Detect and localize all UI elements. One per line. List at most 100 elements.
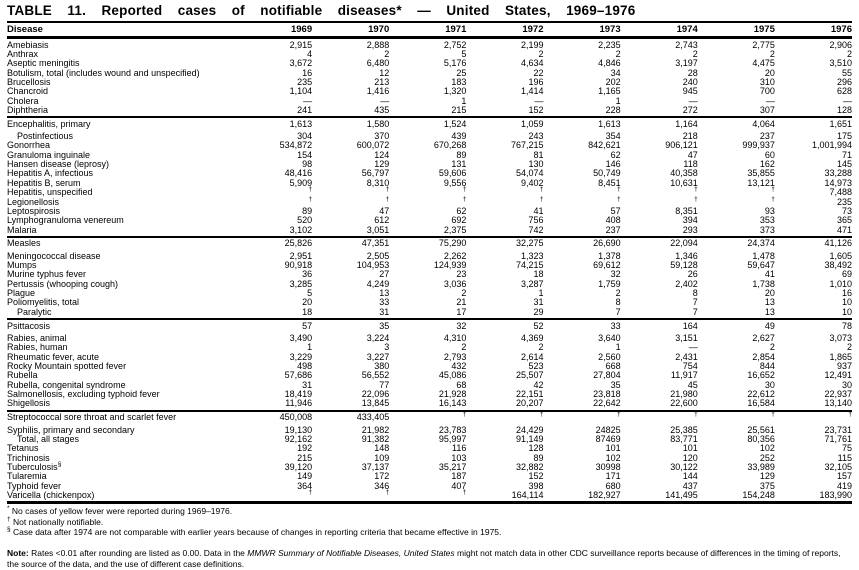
value-cell: 19,130	[284, 424, 313, 435]
value-cell: 2,505	[366, 250, 390, 261]
value-cell: 435	[374, 104, 390, 115]
value-cell: †	[539, 411, 544, 419]
value-cell: 32	[610, 269, 621, 280]
value-cell: †	[771, 195, 775, 203]
disease-name: Poliomyelitis, total	[7, 297, 80, 308]
value-cell: 22,096	[361, 389, 390, 400]
value-cell: 35	[379, 320, 390, 331]
value-cell: 102	[759, 443, 775, 454]
disease-name: Amebiasis	[7, 39, 49, 50]
value-cell: 1,378	[598, 250, 621, 261]
value-cell: 45,086	[438, 370, 467, 381]
value-cell: 353	[759, 215, 775, 226]
disease-name: Typhoid fever	[7, 480, 62, 491]
value-cell: 235	[836, 196, 852, 207]
value-cell: †	[694, 186, 698, 194]
table-row: Hepatitis B, serum 5,909 8,310 9,556 9,402 8,…	[7, 177, 852, 188]
value-cell: 380	[374, 361, 390, 371]
value-cell: 432	[451, 361, 467, 371]
value-cell: 128	[836, 104, 852, 115]
value-cell: 115	[837, 452, 852, 463]
value-cell: 18,419	[284, 389, 313, 400]
table-row: Gonorrhea 534,872 600,072 670,268 767,215 842…	[7, 140, 852, 151]
value-cell: 2,888	[366, 39, 390, 50]
value-cell: 104,953	[356, 260, 390, 271]
note-text: Rates <0.01 after rounding are listed as…	[31, 547, 248, 558]
value-cell: 145	[836, 159, 852, 170]
value-cell: 10	[841, 297, 852, 308]
value-cell: 101	[682, 443, 698, 454]
value-cell: 1	[307, 342, 313, 353]
value-cell: 45	[687, 379, 698, 390]
value-cell: 26	[687, 269, 698, 280]
value-cell: 241	[297, 104, 313, 115]
value-cell: 628	[836, 86, 852, 97]
value-cell: 3,224	[366, 332, 390, 343]
value-cell: 154	[297, 149, 313, 160]
value-cell: 3,151	[675, 332, 698, 343]
table-row: Syphilis, primary and secondary 19,130 21,…	[7, 424, 852, 435]
value-cell: 93	[764, 205, 775, 216]
value-cell: 1,580	[366, 118, 390, 129]
table-row: Meningococcal disease 2,951 2,505 2,262 1,32…	[7, 250, 852, 261]
value-cell: 62	[456, 205, 467, 216]
table-row: Legionellosis † † † † † † † 235	[7, 195, 852, 207]
value-cell: 754	[682, 361, 698, 371]
value-cell: 55	[841, 67, 852, 78]
value-cell: 354	[605, 131, 621, 142]
disease-name: Malaria	[7, 224, 37, 235]
value-cell: 33,288	[824, 168, 852, 179]
value-cell: 2,915	[289, 39, 313, 50]
value-cell: 419	[836, 480, 852, 491]
table-row: Botulism, total (includes wound and unsp…	[7, 67, 852, 78]
value-cell: 128	[528, 443, 544, 454]
disease-name: Hepatitis A, infectious	[7, 168, 94, 179]
value-cell: 3,051	[366, 224, 390, 235]
value-cell: 9,556	[443, 177, 467, 188]
value-cell: 2	[538, 48, 544, 59]
value-cell: 192	[297, 443, 313, 454]
value-cell: 34	[610, 67, 621, 78]
value-cell: 218	[682, 131, 698, 142]
value-cell: 89	[533, 452, 544, 463]
value-cell: 29	[533, 306, 544, 317]
disease-name: Lymphogranuloma venereum	[7, 215, 124, 226]
value-cell: 2,235	[598, 39, 621, 50]
value-cell: 2	[615, 288, 621, 299]
value-cell: †	[617, 195, 621, 203]
value-cell: 129	[374, 159, 390, 170]
table-row: Chancroid 1,104 1,416 1,320 1,414 1,165 945 700…	[7, 86, 852, 97]
value-cell: 842,621	[588, 140, 621, 151]
value-cell: 24,429	[515, 424, 544, 435]
value-cell: 1	[538, 288, 544, 299]
value-cell: 95,997	[438, 433, 467, 444]
value-cell: 906,121	[665, 140, 698, 151]
value-cell: 2,402	[675, 278, 698, 289]
value-cell: 152	[528, 104, 544, 115]
value-cell: 25,826	[284, 238, 313, 249]
value-cell: 40,358	[670, 168, 698, 179]
table-row: Hansen disease (leprosy) 98 129 131 130 146 11…	[7, 159, 852, 170]
note: Note: Rates <0.01 after rounding are lis…	[7, 548, 852, 570]
value-cell: 187	[451, 471, 467, 482]
disease-name: Meningococcal disease	[7, 250, 101, 261]
value-cell: 18	[533, 269, 544, 280]
value-cell: 91,382	[361, 433, 390, 444]
value-cell: 59,606	[438, 168, 467, 179]
table-row: Cholera — — 1 — 1 — — —	[7, 96, 852, 106]
value-cell: 3,073	[829, 332, 852, 343]
value-cell: 154,248	[742, 489, 775, 500]
value-cell: 10,631	[670, 177, 698, 188]
table-body: Amebiasis 2,915 2,888 2,752 2,199 2,235 2,743 2…	[7, 39, 852, 505]
table-row: Trichinosis 215 109 103 89 102 120 252 115	[7, 452, 852, 463]
value-cell: 3,227	[366, 351, 390, 362]
value-cell: 13,845	[361, 398, 390, 409]
value-cell: 89	[456, 149, 467, 160]
value-cell: 1,605	[829, 250, 852, 261]
value-cell: 937	[836, 361, 852, 371]
value-cell: 92,162	[284, 433, 313, 444]
value-cell: 346	[374, 480, 390, 491]
footnotes: * No cases of yellow fever were reported…	[7, 506, 852, 538]
value-cell: †	[617, 186, 621, 194]
value-cell: 12,491	[824, 370, 852, 381]
